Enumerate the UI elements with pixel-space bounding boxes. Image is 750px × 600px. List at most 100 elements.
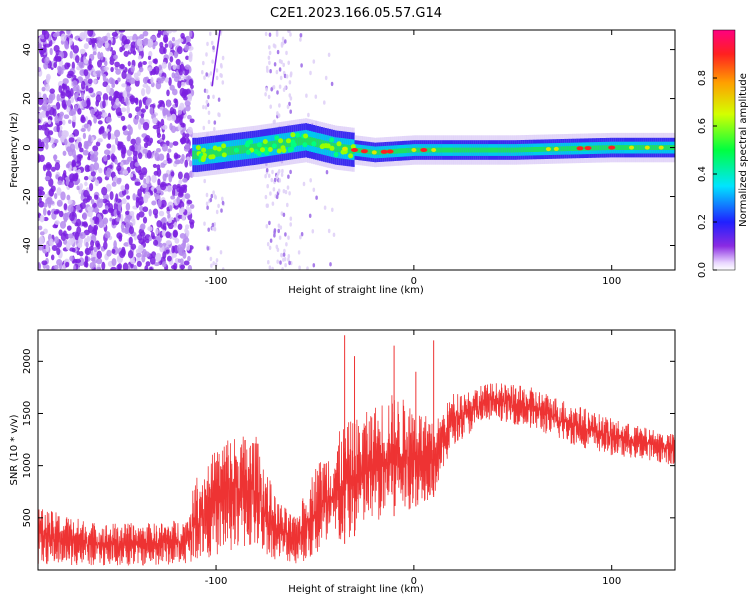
noise-cell	[169, 142, 173, 148]
noise-cell	[116, 216, 121, 222]
noise-cell	[45, 162, 52, 171]
noise-cell	[135, 136, 142, 145]
noise-cell	[157, 30, 162, 36]
noise-cell	[286, 202, 289, 208]
noise-cell	[188, 54, 193, 63]
noise-cell	[110, 266, 117, 270]
band-core	[269, 141, 272, 150]
noise-cell	[40, 34, 45, 40]
noise-cell	[159, 46, 166, 55]
noise-cell	[281, 36, 285, 41]
noise-cell	[173, 221, 178, 228]
noise-cell	[203, 88, 207, 93]
noise-cell	[152, 208, 159, 216]
noise-cell	[323, 100, 326, 105]
band-blob	[348, 153, 354, 159]
band-core	[261, 142, 264, 151]
noise-cell	[207, 227, 210, 232]
noise-cell	[266, 203, 270, 208]
noise-cell	[113, 240, 117, 250]
noise-cell	[179, 258, 184, 264]
noise-cell	[145, 85, 151, 95]
band-core	[210, 148, 213, 158]
band-core	[619, 145, 622, 150]
noise-cell	[165, 231, 171, 239]
noise-cell	[86, 235, 91, 243]
noise-cell	[142, 216, 148, 224]
noise-cell	[276, 90, 279, 95]
noise-cell	[97, 120, 103, 125]
band-blob	[289, 146, 294, 152]
noise-cell	[62, 213, 69, 222]
noise-cell	[203, 75, 206, 80]
noise-cell	[312, 187, 316, 192]
noise-cell	[284, 189, 288, 195]
noise-cell	[99, 198, 104, 203]
noise-cell	[129, 145, 136, 152]
noise-cell	[172, 141, 179, 146]
noise-cell	[62, 78, 69, 85]
noise-cell	[139, 117, 145, 125]
noise-cell	[144, 191, 151, 199]
noise-cell	[94, 179, 99, 187]
noise-cell	[300, 63, 303, 68]
band-core	[572, 146, 575, 151]
noise-cell	[140, 113, 145, 119]
noise-cell	[74, 258, 82, 264]
noise-cell	[74, 104, 78, 111]
noise-cell	[105, 116, 112, 123]
noise-cell	[155, 252, 162, 262]
noise-cell	[87, 30, 94, 37]
noise-cell	[288, 191, 291, 196]
noise-cell	[41, 86, 46, 92]
noise-cell	[139, 205, 144, 212]
noise-cell	[62, 150, 67, 156]
noise-cell	[139, 34, 145, 40]
band-blob	[276, 148, 282, 154]
noise-cell	[45, 243, 49, 253]
noise-cell	[90, 219, 95, 227]
noise-cell	[110, 171, 116, 178]
noise-cell	[264, 92, 267, 97]
noise-cell	[122, 169, 129, 176]
noise-cell	[141, 38, 148, 47]
noise-cell	[272, 85, 276, 90]
noise-cell	[299, 37, 302, 42]
noise-cell	[79, 32, 86, 41]
noise-cell	[153, 239, 159, 246]
spectrogram-marks	[38, 30, 675, 270]
y-tick-label: 0	[22, 144, 33, 150]
noise-cell	[89, 108, 96, 115]
noise-cell	[219, 250, 223, 255]
band-peak	[431, 148, 437, 152]
noise-cell	[70, 96, 75, 104]
noise-cell	[167, 217, 173, 224]
noise-cell	[95, 70, 102, 75]
noise-cell	[210, 193, 214, 199]
band-core	[483, 147, 486, 153]
noise-cell	[125, 222, 130, 229]
noise-cell	[60, 33, 67, 42]
band-core	[307, 136, 310, 145]
noise-cell	[38, 225, 43, 231]
noise-cell	[176, 46, 183, 55]
noise-cell	[66, 73, 73, 79]
noise-cell	[164, 43, 169, 48]
noise-cell	[187, 126, 193, 135]
noise-cell	[83, 189, 90, 198]
noise-cell	[185, 104, 191, 112]
noise-cell	[54, 192, 58, 200]
noise-cell	[93, 116, 97, 124]
noise-cell	[207, 119, 211, 125]
band-peak	[584, 146, 592, 151]
noise-cell	[45, 264, 50, 270]
noise-cell	[268, 32, 272, 37]
noise-cell	[132, 149, 138, 156]
band-core	[370, 149, 373, 155]
noise-cell	[288, 93, 292, 98]
noise-cell	[126, 87, 130, 97]
noise-cell	[182, 240, 187, 249]
noise-cell	[299, 235, 302, 240]
noise-cell	[277, 113, 281, 118]
noise-cell	[167, 148, 172, 153]
